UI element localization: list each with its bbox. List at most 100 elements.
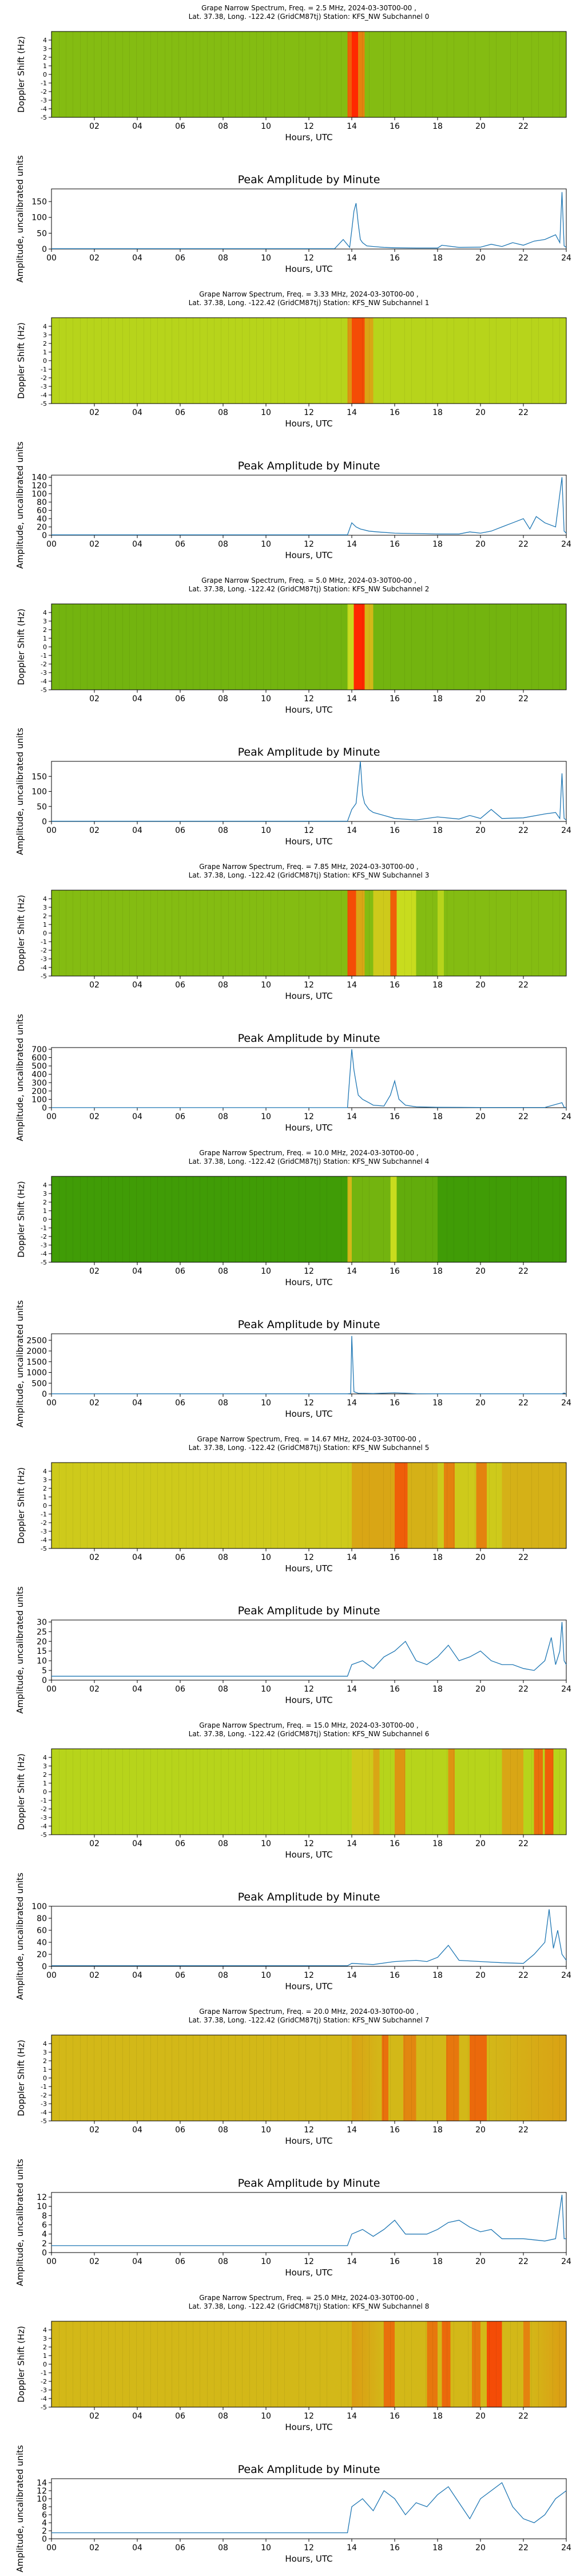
spectrogram-image xyxy=(51,31,566,117)
spectrogram-texture xyxy=(87,604,88,690)
y-tick-label: 100 xyxy=(31,490,47,499)
x-tick-label: 22 xyxy=(518,408,529,417)
y-tick-label: 0 xyxy=(43,2075,47,2082)
spectrogram-texture xyxy=(87,2321,88,2407)
spectrogram-texture xyxy=(256,604,257,690)
x-tick-label: 24 xyxy=(561,540,571,549)
x-axis-label: Hours, UTC xyxy=(285,1850,332,1860)
chart-title-line2: Lat. 37.38, Long. -122.42 (GridCM87tj) S… xyxy=(189,13,430,21)
spectrogram-texture xyxy=(235,604,236,690)
y-tick-label: 700 xyxy=(31,1045,47,1054)
spectrogram-texture xyxy=(411,604,412,690)
y-tick-label: 4 xyxy=(43,2040,47,2048)
spectrogram-texture xyxy=(510,2035,511,2121)
x-tick-label: 12 xyxy=(304,694,314,704)
spectrogram-texture xyxy=(242,604,243,690)
y-tick-label: 1 xyxy=(43,1207,47,1215)
spectrogram-texture xyxy=(383,1749,384,1835)
y-tick-label: 4 xyxy=(43,1754,47,1761)
spectrogram-texture xyxy=(235,2321,236,2407)
amplitude-series-line xyxy=(51,477,567,535)
x-tick-label: 20 xyxy=(475,2412,486,2421)
y-axis-label: Amplitude, uncalibrated units xyxy=(15,2159,25,2286)
x-tick-label: 04 xyxy=(132,1553,142,1562)
y-tick-label: 20 xyxy=(37,523,47,532)
x-tick-label: 12 xyxy=(304,2257,314,2266)
spectrogram-texture xyxy=(517,2321,518,2407)
spectrogram-panel: Grape Narrow Spectrum, Freq. = 7.85 MHz,… xyxy=(16,863,567,1001)
y-tick-label: 4 xyxy=(43,1182,47,1189)
spectrogram-texture xyxy=(207,318,208,404)
spectrogram-texture xyxy=(277,31,278,117)
spectrogram-texture xyxy=(531,1749,532,1835)
x-tick-label: 16 xyxy=(390,2125,400,2135)
spectrogram-texture xyxy=(510,890,511,976)
x-tick-label: 16 xyxy=(390,408,400,417)
spectrogram-texture xyxy=(510,1176,511,1262)
spectrogram-texture xyxy=(277,604,278,690)
x-tick-label: 04 xyxy=(132,408,142,417)
amplitude-series-line xyxy=(51,761,567,822)
y-tick-label: -5 xyxy=(41,1831,47,1839)
x-tick-label: 18 xyxy=(432,254,443,263)
x-tick-label: 04 xyxy=(132,254,142,263)
x-tick-label: 14 xyxy=(347,2257,357,2266)
y-tick-label: 0 xyxy=(43,2361,47,2368)
x-axis-label: Hours, UTC xyxy=(285,836,332,847)
spectrogram-texture xyxy=(263,318,264,404)
spectrogram-texture xyxy=(249,2321,250,2407)
y-tick-label: 600 xyxy=(31,1054,47,1063)
y-tick-label: 12 xyxy=(37,2193,47,2202)
spectrogram-texture xyxy=(305,1176,306,1262)
y-tick-label: 8 xyxy=(42,2211,47,2221)
y-tick-label: 60 xyxy=(37,1926,47,1935)
x-tick-label: 10 xyxy=(261,826,271,835)
y-tick-label: 14 xyxy=(37,2479,47,2488)
x-tick-label: 22 xyxy=(518,826,529,835)
spectrogram-texture xyxy=(369,604,370,690)
x-tick-label: 08 xyxy=(218,2257,228,2266)
x-tick-label: 00 xyxy=(46,254,57,263)
y-tick-label: 3 xyxy=(43,2335,47,2342)
spectrogram-texture xyxy=(517,318,518,404)
x-tick-label: 20 xyxy=(475,1839,486,1848)
chart-title-line2: Lat. 37.38, Long. -122.42 (GridCM87tj) S… xyxy=(189,2302,430,2310)
x-axis-label: Hours, UTC xyxy=(285,1123,332,1133)
spectrogram-texture xyxy=(390,604,391,690)
spectrogram-texture xyxy=(101,890,102,976)
spectrogram-texture xyxy=(305,1463,306,1548)
spectrogram-texture xyxy=(101,2321,102,2407)
spectrogram-texture xyxy=(157,31,158,117)
x-tick-label: 20 xyxy=(475,1267,486,1276)
amplitude-series-line xyxy=(51,1336,567,1394)
x-tick-label: 20 xyxy=(475,2257,486,2266)
spectrogram-texture xyxy=(517,604,518,690)
spectrogram-texture xyxy=(136,1463,137,1548)
spectrogram-texture xyxy=(531,1176,532,1262)
y-tick-label: 1 xyxy=(43,1494,47,1501)
y-tick-label: -1 xyxy=(41,80,47,87)
spectrogram-texture xyxy=(263,1749,264,1835)
x-tick-label: 06 xyxy=(175,122,185,131)
x-tick-label: 06 xyxy=(175,408,185,417)
spectrogram-texture xyxy=(207,1176,208,1262)
x-tick-label: 04 xyxy=(132,694,142,704)
x-tick-label: 20 xyxy=(475,1553,486,1562)
spectrogram-texture xyxy=(242,318,243,404)
spectrogram-texture xyxy=(531,1463,532,1548)
spectrogram-texture xyxy=(284,2321,285,2407)
y-tick-label: 4 xyxy=(43,1468,47,1475)
x-tick-label: 18 xyxy=(432,2543,443,2553)
spectrogram-texture xyxy=(150,2321,151,2407)
chart-title-line1: Grape Narrow Spectrum, Freq. = 14.67 MHz… xyxy=(197,1435,420,1443)
y-tick-label: 4 xyxy=(43,609,47,617)
y-axis-label: Doppler Shift (Hz) xyxy=(16,2040,26,2116)
spectrogram-texture xyxy=(383,31,384,117)
y-tick-label: -2 xyxy=(41,1519,47,1527)
y-tick-label: -4 xyxy=(41,964,47,971)
x-tick-label: 02 xyxy=(89,1839,100,1848)
